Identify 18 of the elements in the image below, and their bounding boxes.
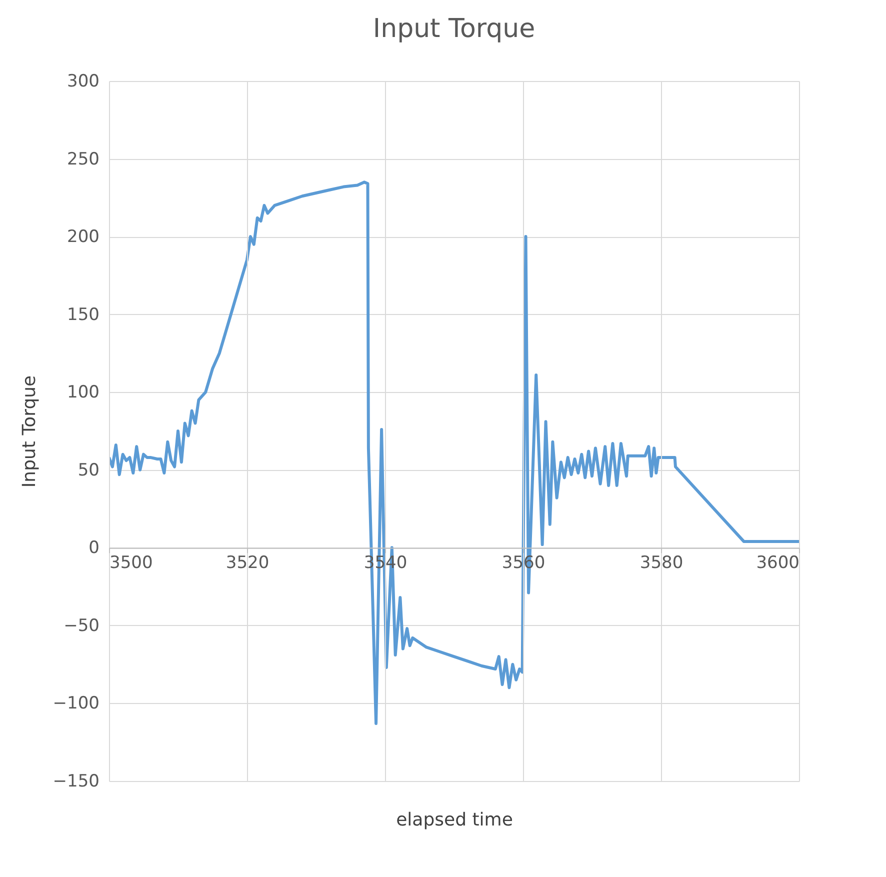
x-tick-label: 3520 <box>226 553 270 574</box>
y-tick-label: −150 <box>52 772 100 792</box>
x-axis-title: elapsed time <box>396 810 513 830</box>
x-tick-label: 3580 <box>640 553 684 574</box>
y-tick-label: 200 <box>67 227 100 248</box>
y-axis-title: Input Torque <box>18 375 40 488</box>
chart-title: Input Torque <box>372 14 536 44</box>
y-tick-label: 50 <box>78 460 100 480</box>
x-tick-label: 3600 <box>756 553 800 574</box>
y-tick-label: 150 <box>67 304 100 325</box>
y-tick-label: 250 <box>67 149 100 170</box>
y-tick-label: 300 <box>67 72 100 92</box>
x-tick-label: 3500 <box>110 553 153 574</box>
line-series <box>109 180 799 725</box>
y-tick-label: 0 <box>88 538 100 558</box>
y-tick-label: −50 <box>64 616 100 636</box>
y-tick-label: 100 <box>67 382 100 403</box>
y-tick-label: −100 <box>52 694 100 714</box>
